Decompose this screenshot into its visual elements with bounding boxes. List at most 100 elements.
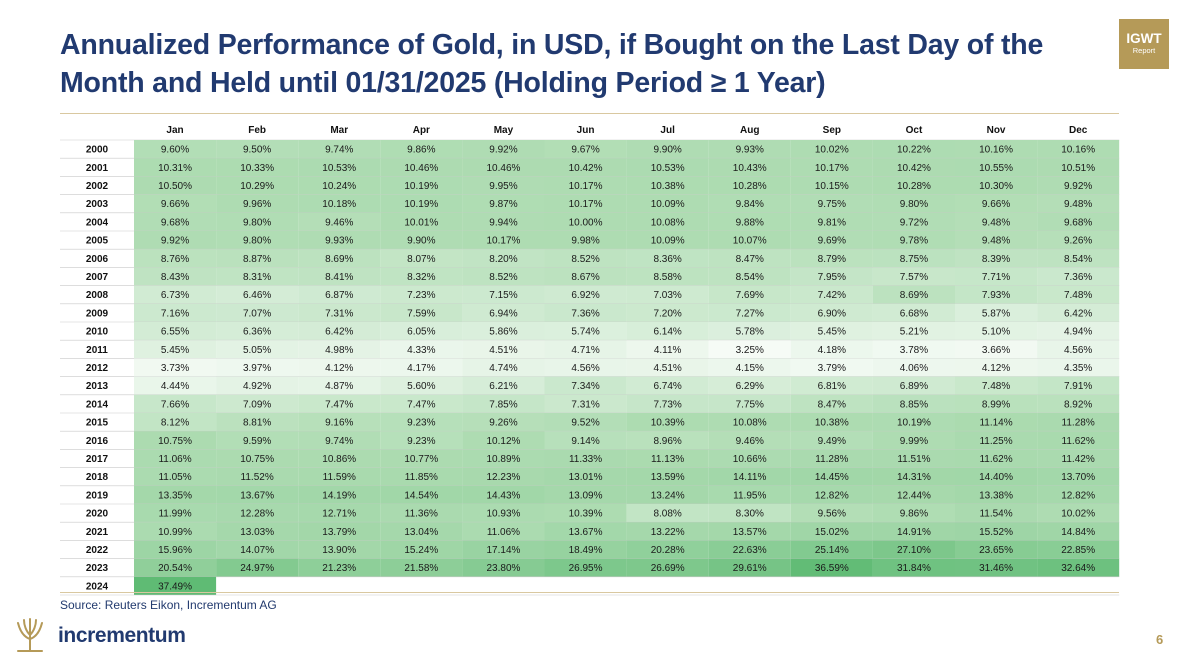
heatmap-cell: [544, 467, 627, 486]
heatmap-cell-value: 4.92%: [243, 381, 271, 392]
heatmap-cell-value: 11.85%: [405, 472, 438, 483]
heatmap-cell: [626, 140, 709, 159]
heatmap-cell: [134, 303, 217, 322]
heatmap-cell: [790, 358, 873, 377]
heatmap-cell: [134, 522, 217, 541]
heatmap-cell: [298, 485, 381, 504]
heatmap-cell: [544, 285, 627, 304]
heatmap-cell: [872, 303, 955, 322]
row-year-label: 2011: [86, 345, 108, 356]
heatmap-cell-value: 4.56%: [571, 363, 599, 374]
heatmap-cell: [462, 558, 545, 577]
heatmap-cell-value: 10.42%: [569, 163, 603, 174]
column-header: Nov: [987, 125, 1006, 136]
heatmap-cell: [626, 467, 709, 486]
heatmap-cell: [955, 231, 1038, 250]
heatmap-cell-value: 8.08%: [653, 509, 681, 520]
heatmap-cell: [708, 431, 791, 450]
heatmap-cell: [216, 140, 299, 159]
heatmap-cell: [134, 376, 217, 395]
heatmap-cell-value: 13.79%: [322, 527, 356, 538]
heatmap-cell: [216, 249, 299, 268]
heatmap-cell-value: 9.92%: [161, 236, 189, 247]
heatmap-cell-value: 6.68%: [900, 308, 928, 319]
heatmap-cell-value: 12.28%: [240, 509, 274, 520]
heatmap-cell: [872, 340, 955, 359]
heatmap-cell: [1037, 540, 1120, 559]
heatmap-cell: [544, 176, 627, 195]
row-year-label: 2020: [86, 509, 109, 520]
heatmap-cell-value: 11.62%: [979, 454, 1012, 465]
heatmap-cell: [708, 467, 791, 486]
heatmap-cell-value: 11.28%: [1062, 418, 1095, 429]
heatmap-cell: [380, 449, 463, 468]
heatmap-cell-value: 10.66%: [733, 454, 767, 465]
heatmap-cell-value: 10.08%: [733, 418, 767, 429]
heatmap-cell-value: 5.78%: [736, 327, 764, 338]
heatmap-cell: [544, 140, 627, 159]
heatmap-cell-value: 12.82%: [815, 490, 849, 501]
heatmap-cell-value: 12.44%: [897, 490, 931, 501]
heatmap-cell-value: 9.66%: [982, 199, 1010, 210]
heatmap-cell: [955, 467, 1038, 486]
heatmap-cell-value: 8.76%: [161, 254, 189, 265]
heatmap-cell-value: 4.35%: [1064, 363, 1092, 374]
heatmap-cell-value: 8.32%: [407, 272, 435, 283]
heatmap-cell-value: 10.29%: [240, 181, 274, 192]
heatmap-cell: [134, 194, 217, 213]
heatmap-cell-value: 6.74%: [653, 381, 681, 392]
heatmap-cell-value: 5.21%: [900, 327, 928, 338]
row-year-label: 2007: [86, 272, 109, 283]
column-header: May: [494, 125, 514, 136]
column-header: Aug: [740, 125, 759, 136]
heatmap-cell-value: 7.71%: [982, 272, 1010, 283]
heatmap-cell-value: 20.54%: [158, 563, 192, 574]
heatmap-cell: [298, 176, 381, 195]
heatmap-cell-value: 4.98%: [325, 345, 353, 356]
heatmap-cell: [626, 540, 709, 559]
heatmap-cell: [955, 140, 1038, 159]
heatmap-cell-value: 9.59%: [243, 436, 271, 447]
heatmap-cell: [708, 522, 791, 541]
heatmap-cell-value: 4.51%: [653, 363, 681, 374]
heatmap-cell: [790, 540, 873, 559]
heatmap-cell-value: 10.93%: [486, 509, 520, 520]
heatmap-cell: [626, 485, 709, 504]
heatmap-cell: [544, 376, 627, 395]
heatmap-cell-value: 4.17%: [407, 363, 435, 374]
heatmap-cell-value: 13.67%: [240, 490, 274, 501]
heatmap-cell-value: 10.09%: [651, 236, 685, 247]
heatmap-cell-value: 10.24%: [322, 181, 356, 192]
heatmap-cell-value: 9.68%: [1064, 217, 1092, 228]
heatmap-cell-value: 8.54%: [736, 272, 764, 283]
heatmap-cell-value: 10.19%: [404, 199, 438, 210]
heatmap-cell: [1037, 322, 1120, 341]
row-year-label: 2009: [86, 308, 109, 319]
bottom-divider: [60, 592, 1119, 593]
heatmap-cell: [708, 267, 791, 286]
heatmap-cell: [955, 158, 1038, 177]
row-year-label: 2004: [86, 217, 109, 228]
heatmap-cell: [955, 212, 1038, 231]
heatmap-cell-value: 8.12%: [161, 418, 189, 429]
heatmap-cell: [872, 176, 955, 195]
heatmap-cell-value: 7.16%: [161, 308, 189, 319]
heatmap-cell: [790, 267, 873, 286]
heatmap-cell: [298, 413, 381, 432]
heatmap-cell-value: 9.72%: [900, 217, 928, 228]
heatmap-cell: [1037, 285, 1120, 304]
heatmap-cell: [790, 467, 873, 486]
heatmap-cell: [380, 194, 463, 213]
heatmap-cell: [626, 449, 709, 468]
heatmap-cell-value: 13.57%: [733, 527, 767, 538]
heatmap-cell-value: 37.49%: [158, 581, 192, 592]
incrementum-tree-logo-icon: [17, 618, 43, 652]
heatmap-cell-value: 9.93%: [736, 145, 764, 156]
row-year-label: 2002: [86, 181, 109, 192]
heatmap-cell-value: 6.46%: [243, 290, 271, 301]
heatmap-cell-value: 11.42%: [1062, 454, 1095, 465]
heatmap-cell: [708, 303, 791, 322]
heatmap-cell-value: 5.86%: [489, 327, 517, 338]
heatmap-cell: [216, 376, 299, 395]
heatmap-cell: [380, 176, 463, 195]
